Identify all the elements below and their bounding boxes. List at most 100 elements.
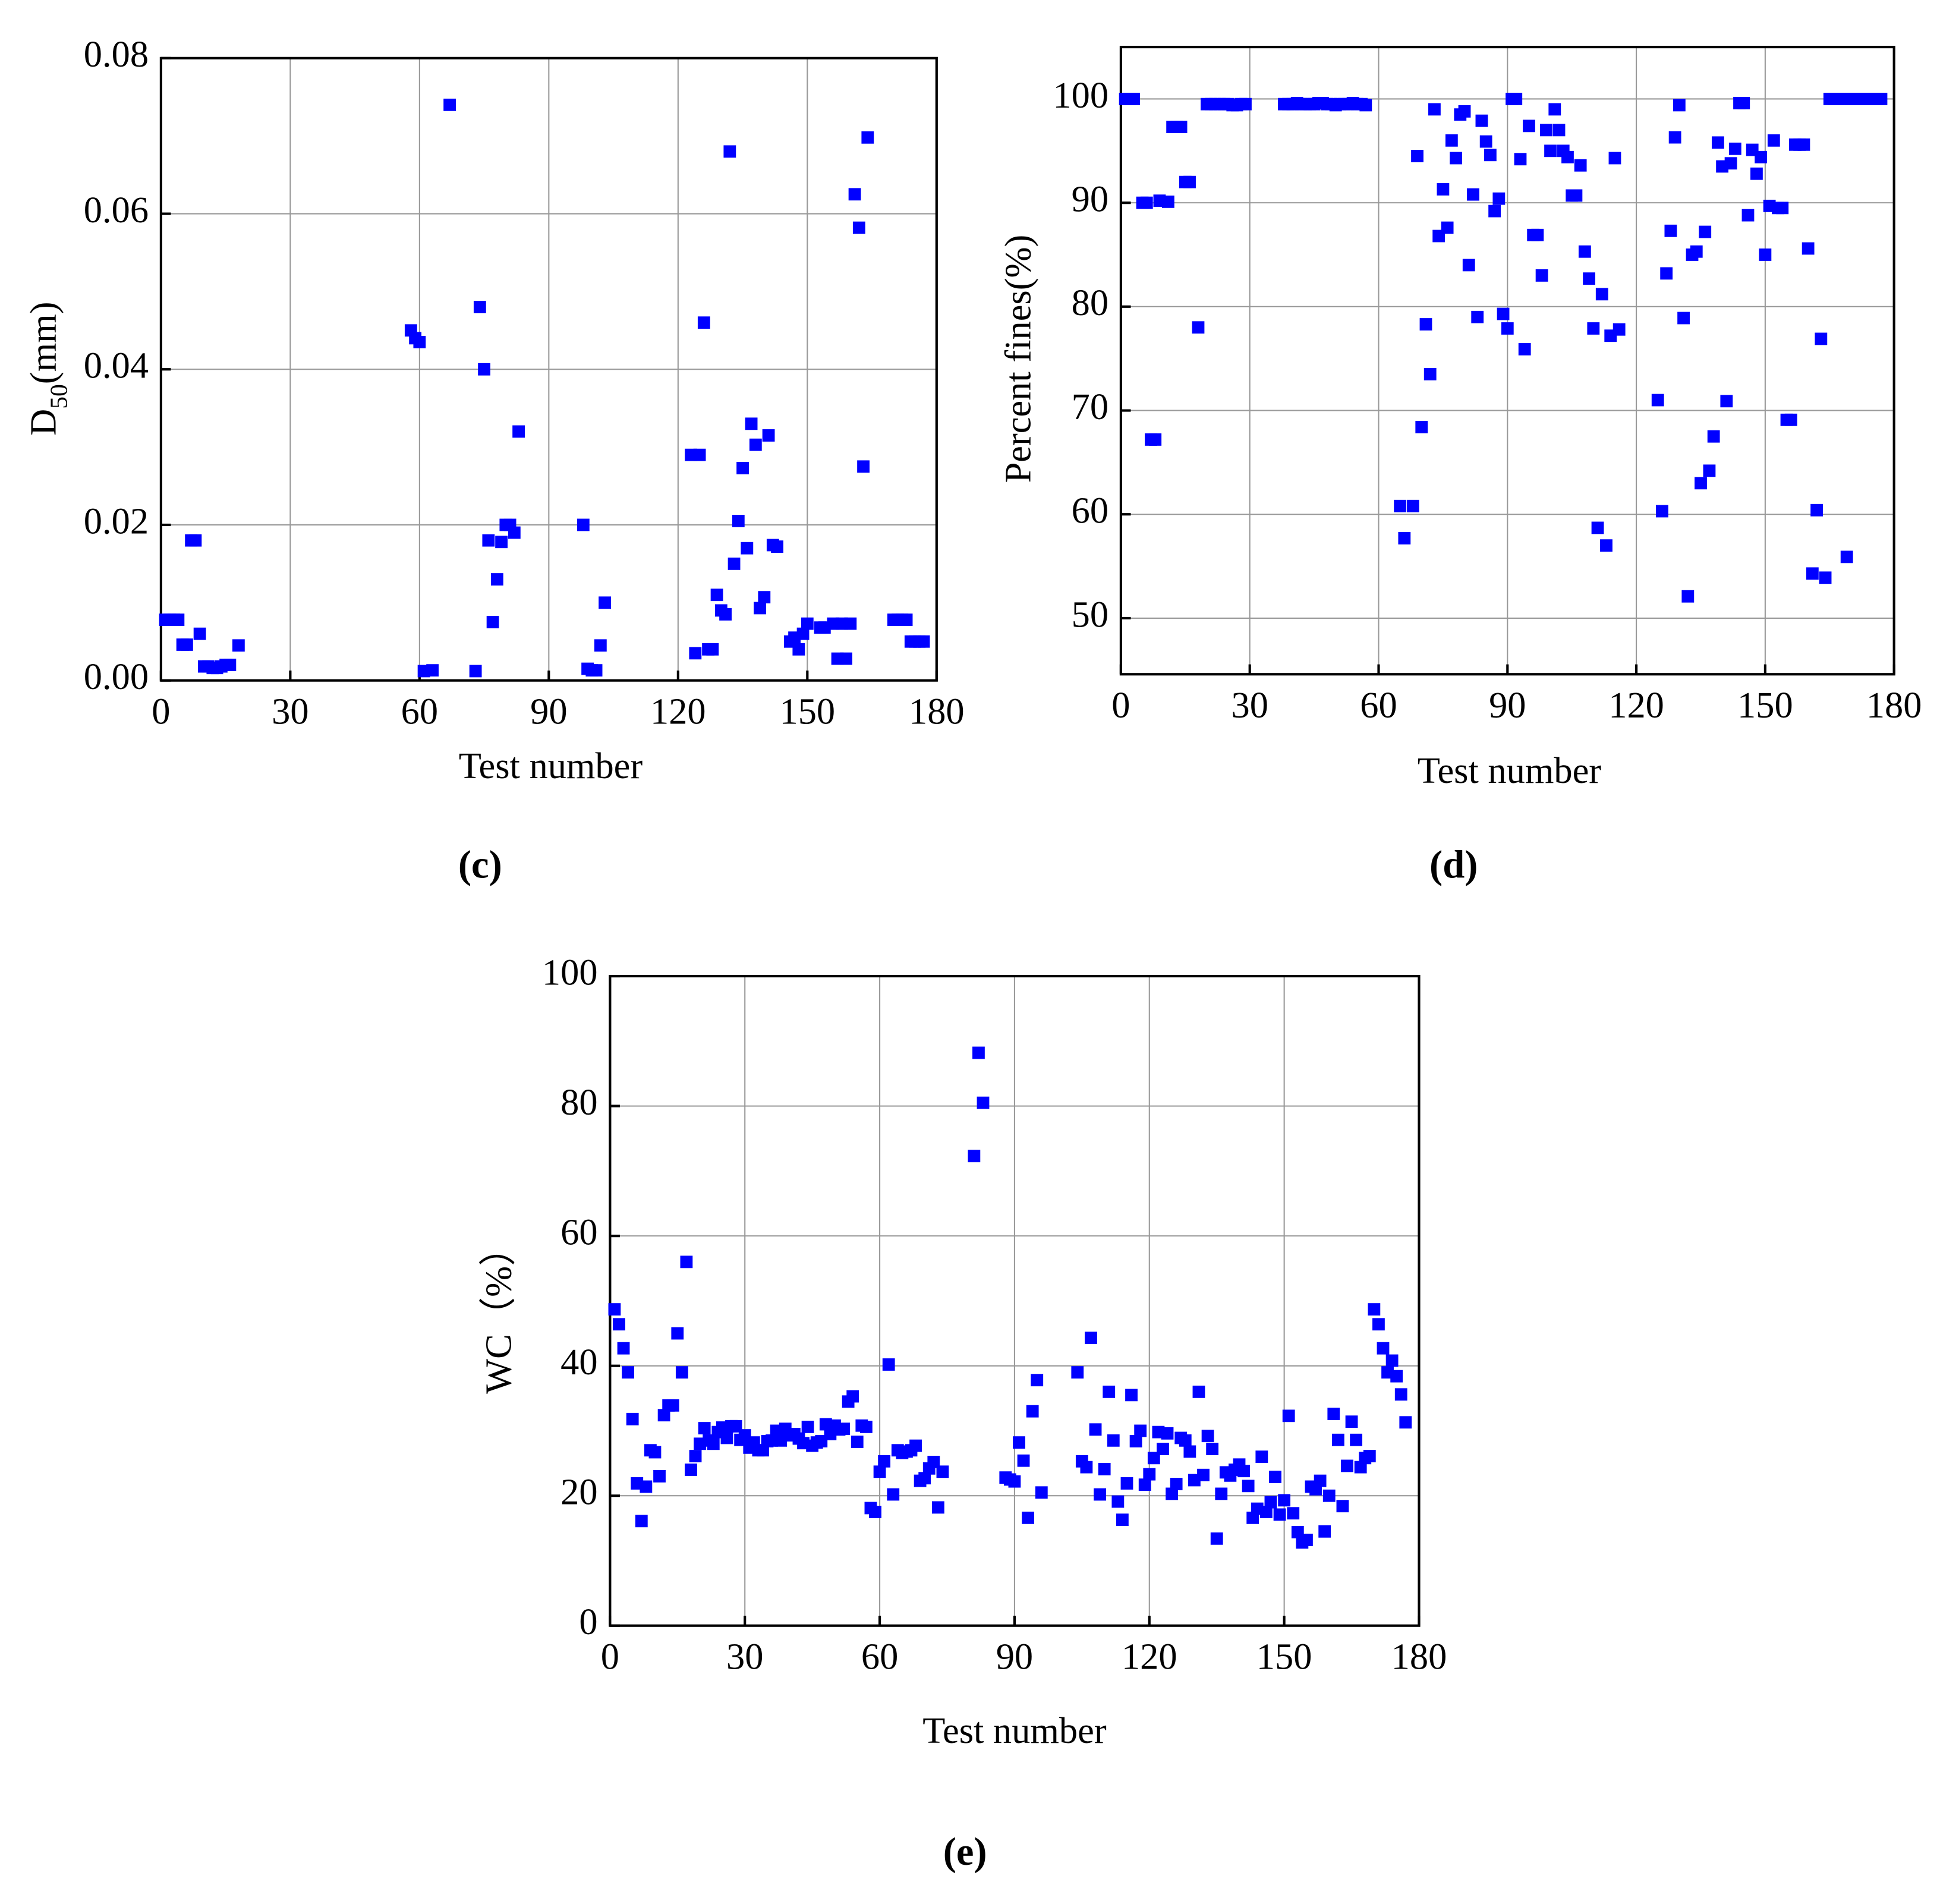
point [653, 1470, 666, 1483]
point [723, 145, 736, 158]
point [671, 1327, 684, 1340]
point [1239, 97, 1252, 111]
point [1741, 209, 1755, 222]
point [1116, 1513, 1129, 1527]
point [1497, 307, 1510, 320]
point [635, 1515, 648, 1528]
point [1695, 477, 1707, 490]
point [512, 425, 525, 438]
point [1423, 367, 1437, 380]
point [1269, 1471, 1281, 1483]
point [859, 1420, 873, 1433]
point [1802, 242, 1815, 255]
point [1170, 1478, 1183, 1490]
x-tick-label: 30 [272, 690, 308, 732]
point [1475, 114, 1488, 127]
point [1129, 1435, 1142, 1447]
y-tick-label: 20 [560, 1471, 597, 1513]
x-tick-label: 60 [401, 690, 438, 732]
point [1026, 1405, 1039, 1418]
point [1031, 1374, 1044, 1387]
point [1445, 134, 1458, 147]
point [1479, 135, 1492, 148]
point [1703, 464, 1716, 477]
point [193, 627, 206, 640]
point [685, 1464, 697, 1476]
point [754, 602, 766, 615]
point [1035, 1486, 1048, 1499]
point [1282, 1409, 1295, 1423]
point [469, 665, 482, 678]
point [1399, 1416, 1412, 1429]
x-tick-label: 0 [601, 1635, 619, 1677]
point [801, 1420, 814, 1433]
point [1458, 105, 1471, 118]
point [1523, 119, 1535, 133]
point [689, 647, 702, 660]
point [590, 664, 603, 677]
x-tick-label: 150 [1737, 684, 1793, 726]
point [1242, 1480, 1255, 1493]
x-tick-label: 120 [1122, 1635, 1177, 1677]
point [675, 1366, 688, 1379]
x-tick-label: 180 [1866, 684, 1922, 726]
y-tick-label: 50 [1072, 593, 1108, 635]
point [707, 1437, 720, 1450]
point [771, 540, 783, 553]
plot-frame [609, 975, 1421, 1627]
point [1183, 175, 1196, 188]
point [1561, 150, 1574, 163]
point [927, 1455, 940, 1468]
point [1419, 318, 1432, 331]
point [1149, 433, 1162, 446]
x-tick-label: 30 [726, 1635, 763, 1677]
point [1134, 1424, 1147, 1437]
point [640, 1480, 653, 1493]
point [1394, 499, 1407, 512]
y-tick-label: 40 [560, 1341, 597, 1383]
point [1574, 159, 1587, 172]
point [1008, 1475, 1021, 1488]
x-tick-label: 120 [650, 690, 706, 732]
point [508, 526, 521, 539]
point [1359, 99, 1372, 112]
point [490, 573, 503, 586]
y-tick-label: 60 [1072, 490, 1108, 531]
caption: (c) [458, 843, 502, 886]
y-axis-label-part: 50 [45, 384, 73, 409]
point [745, 417, 758, 430]
point [698, 1422, 711, 1434]
x-tick-label: 90 [530, 690, 567, 732]
y-axis-label-part: D [23, 409, 64, 436]
point [680, 1255, 693, 1269]
point [719, 608, 732, 621]
point [172, 613, 185, 627]
point [666, 1399, 679, 1412]
point [1197, 1468, 1210, 1481]
point [792, 643, 805, 656]
x-tick-label: 90 [996, 1635, 1033, 1677]
point [1707, 430, 1720, 443]
point [1174, 121, 1188, 134]
y-tick-label: 60 [560, 1211, 597, 1252]
point [1767, 134, 1780, 147]
point [1539, 124, 1552, 137]
x-tick-label: 0 [1111, 684, 1130, 726]
point [1428, 103, 1441, 116]
point [887, 1488, 900, 1501]
point [1125, 1389, 1138, 1402]
y-tick-label: 70 [1072, 386, 1108, 427]
point [1255, 1450, 1268, 1464]
point [1085, 1332, 1097, 1345]
y-tick-label: 0 [579, 1601, 597, 1642]
point [869, 1506, 881, 1518]
point [762, 429, 775, 442]
point [1143, 1468, 1156, 1481]
point [1259, 1506, 1273, 1518]
point [706, 643, 719, 656]
point [972, 1046, 985, 1059]
x-tick-label: 60 [1360, 684, 1397, 726]
y-axis-label-part: Percent fines(%) [997, 235, 1039, 483]
point [758, 591, 771, 604]
